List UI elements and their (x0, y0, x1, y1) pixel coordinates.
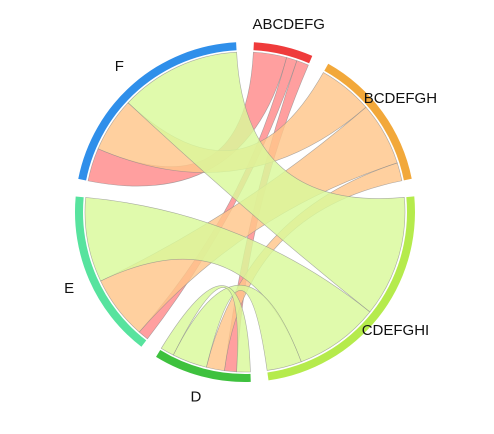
labels-layer: ABCDEFG BCDEFGH CDEFGHI D E F (64, 16, 437, 406)
sector-label-bcdefgh: BCDEFGH (364, 90, 437, 107)
ribbon-d-to-d (160, 285, 251, 373)
sectors-layer (74, 42, 415, 382)
sector-label-cdefghi: CDEFGHI (362, 322, 430, 339)
sector-arc-f (78, 42, 237, 181)
sector-arc-cdefghi (267, 196, 415, 381)
ribbons-layer (84, 51, 406, 373)
sector-arc-bcdefgh (324, 63, 412, 181)
sector-arc-abcdefg (253, 42, 313, 64)
sector-label-abcdefg: ABCDEFG (252, 16, 325, 33)
sector-label-f: F (115, 58, 124, 75)
sector-arc-d (156, 350, 251, 382)
sector-arc-e (74, 196, 147, 347)
ribbon-cdefghi-to-d (172, 284, 302, 371)
sector-label-d: D (191, 389, 202, 406)
sector-label-e: E (64, 280, 74, 297)
ribbon-cdefghi-to-f (127, 51, 406, 313)
